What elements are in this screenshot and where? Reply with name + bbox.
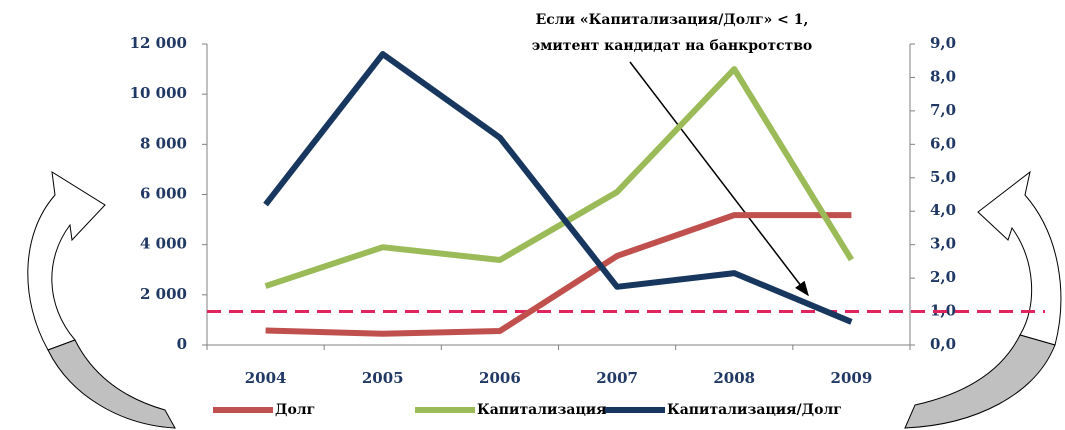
y2-tick-label: 0,0: [930, 335, 956, 353]
y-tick-label: 4 000: [140, 235, 187, 253]
x-tick-label: 2008: [713, 369, 755, 387]
series-line: [266, 215, 852, 334]
y2-tick-label: 7,0: [930, 101, 956, 119]
x-tick-label: 2004: [245, 369, 287, 387]
y-tick-label: 8 000: [140, 134, 187, 152]
x-tick-label: 2006: [479, 369, 521, 387]
y-tick-label: 0: [177, 335, 187, 353]
x-tick-label: 2005: [362, 369, 404, 387]
legend-label: Капитализация: [477, 402, 607, 418]
y-tick-label: 10 000: [130, 84, 187, 102]
y2-tick-label: 5,0: [930, 168, 956, 186]
y2-tick-label: 8,0: [930, 67, 956, 85]
y2-tick-label: 3,0: [930, 235, 956, 253]
y-tick-label: 6 000: [140, 185, 187, 203]
x-tick-label: 2009: [831, 369, 873, 387]
x-tick-label: 2007: [596, 369, 638, 387]
y2-tick-label: 2,0: [930, 268, 956, 286]
legend-label: Долг: [275, 402, 315, 418]
annotation-arrow: [630, 62, 808, 295]
annotation: Если «Капитализация/Долг» < 1,: [536, 12, 809, 28]
y-tick-label: 2 000: [140, 285, 187, 303]
y-tick-label: 12 000: [130, 34, 187, 52]
annotation: эмитент кандидат на банкротство: [532, 38, 813, 54]
legend-label: Капитализация/Долг: [667, 402, 842, 418]
chart: Если «Капитализация/Долг» < 1, эмитент к…: [0, 0, 1065, 430]
series-line: [266, 54, 852, 322]
y2-tick-label: 9,0: [930, 34, 956, 52]
series-line: [266, 69, 852, 286]
y2-tick-label: 6,0: [930, 134, 956, 152]
y2-tick-label: 4,0: [930, 201, 956, 219]
